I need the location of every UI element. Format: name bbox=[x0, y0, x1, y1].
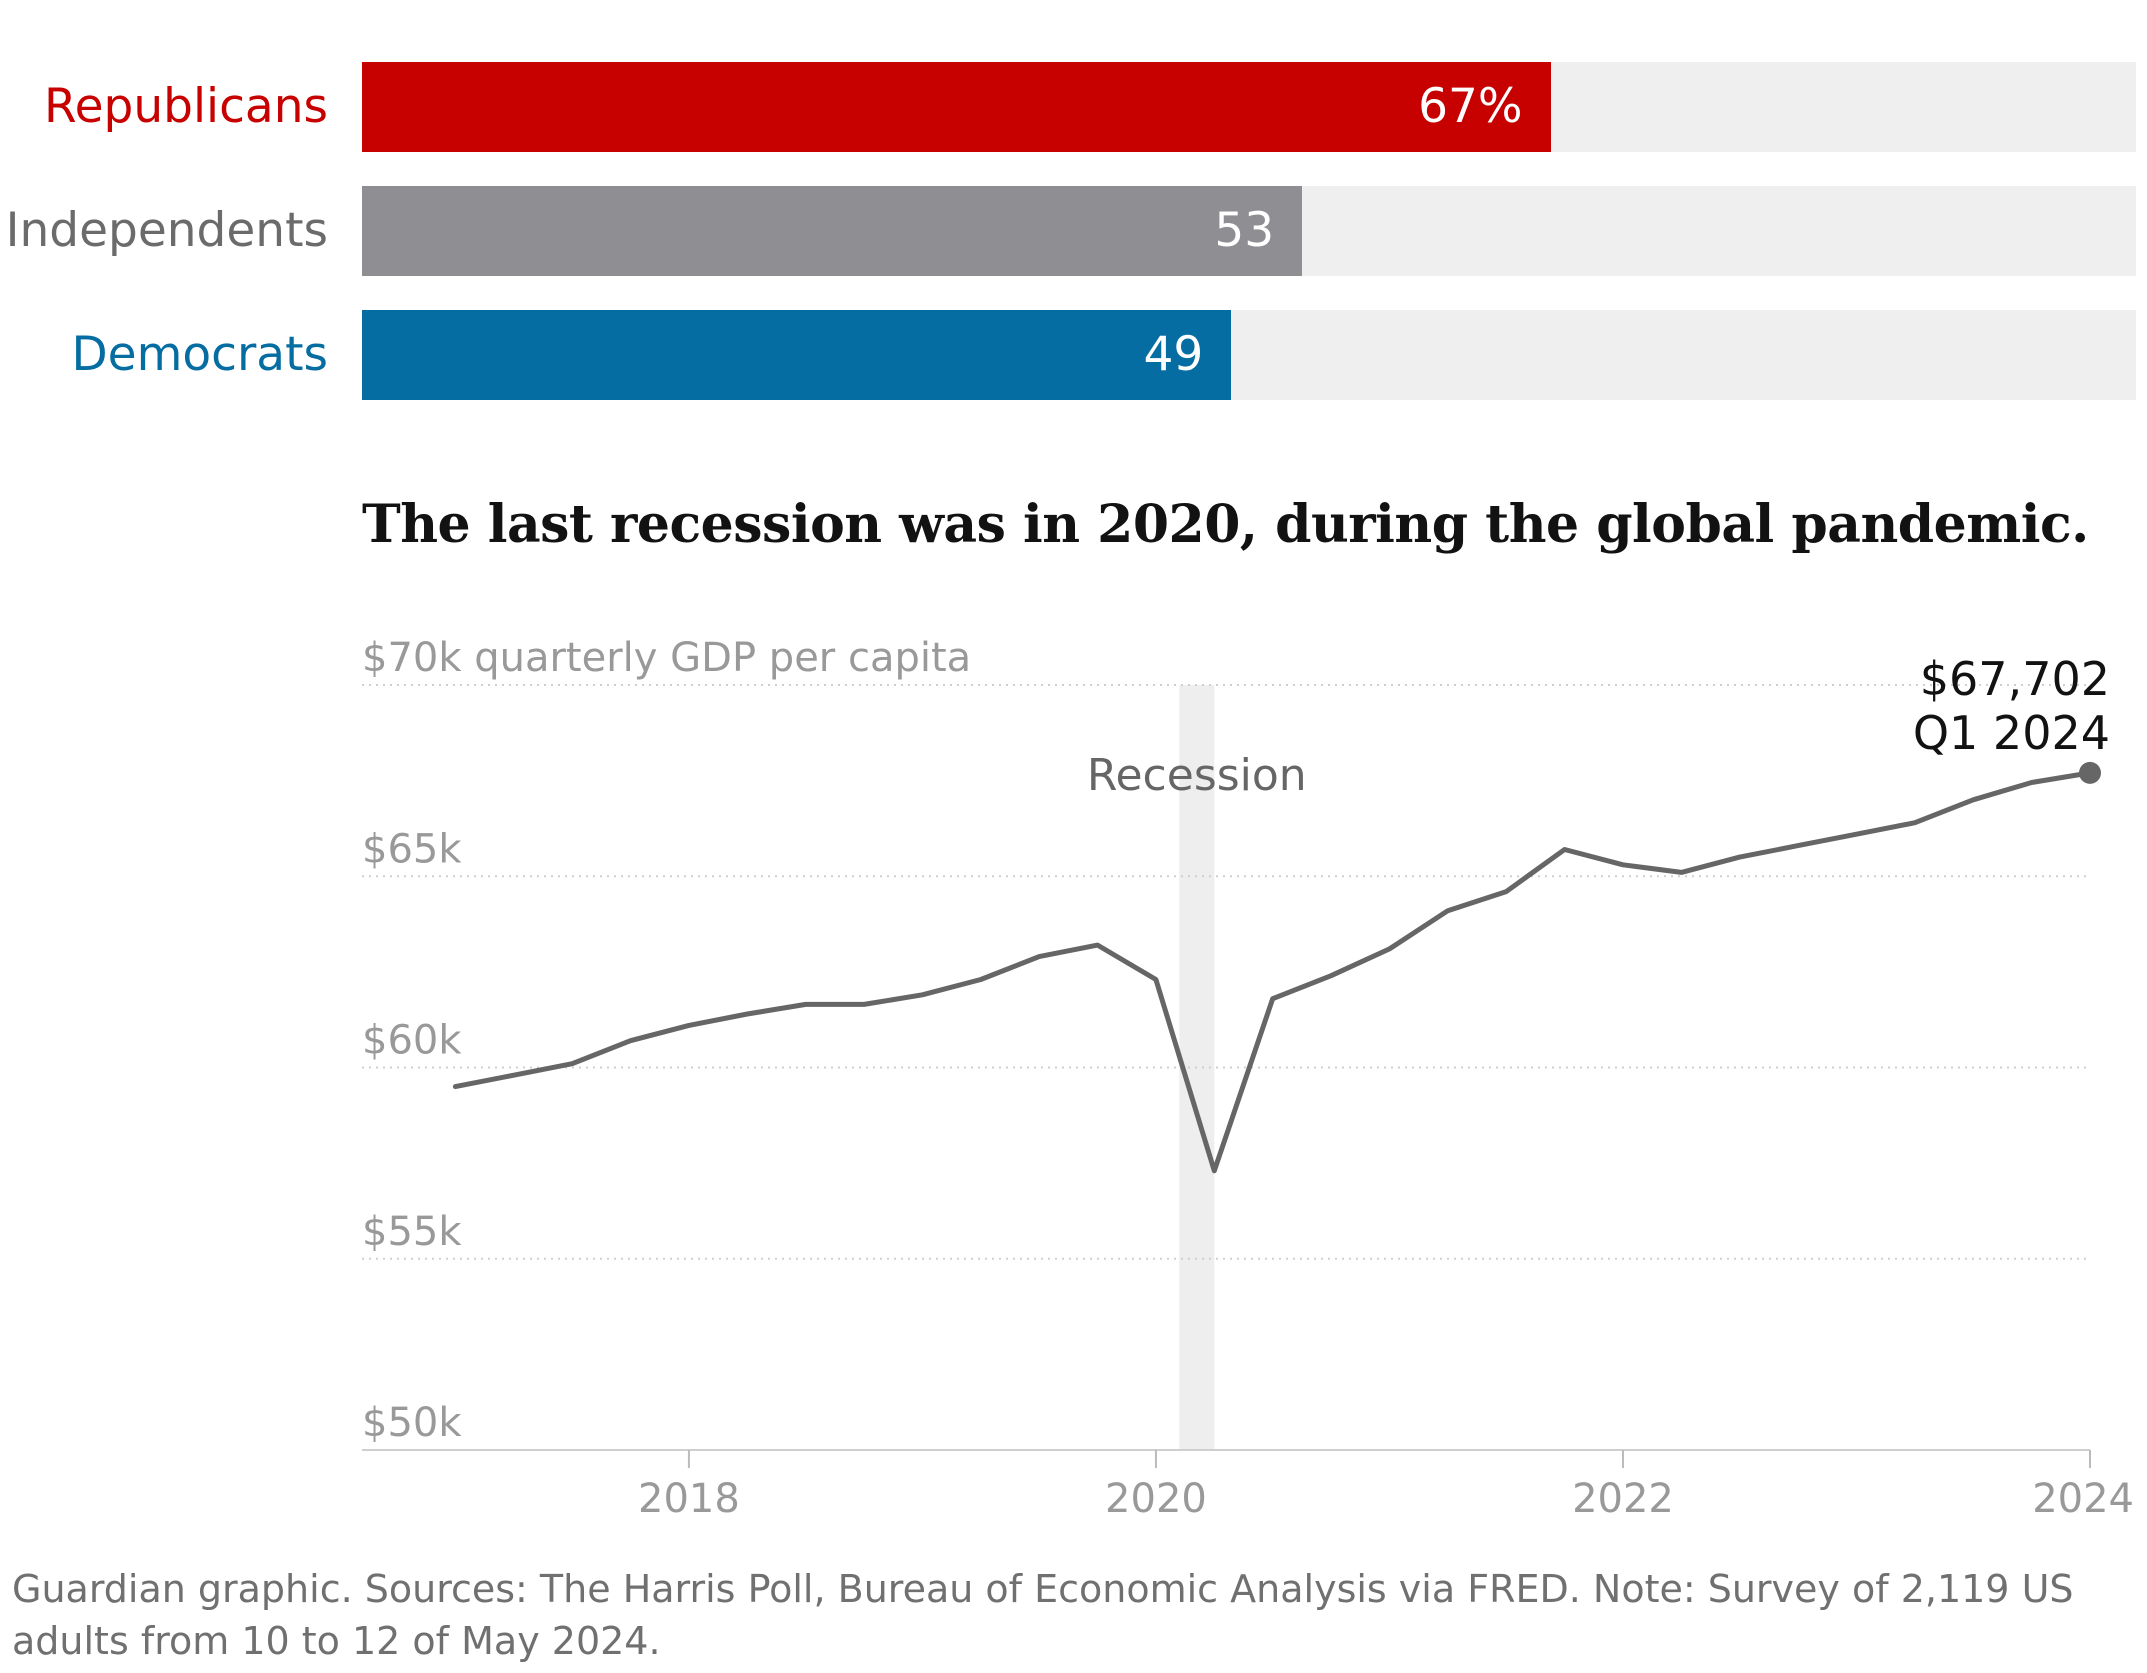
bar-track-independents: 53 bbox=[362, 186, 2136, 276]
bar-republicans: 67% bbox=[362, 62, 1551, 152]
y-tick-label: $70k quarterly GDP per capita bbox=[362, 635, 971, 681]
bar-label-independents: Independents bbox=[5, 203, 328, 258]
bar-track-republicans: 67% bbox=[362, 62, 2136, 152]
chart-title: The last recession was in 2020, during t… bbox=[362, 494, 2089, 555]
bar-value-democrats: 49 bbox=[1143, 327, 1204, 382]
bar-value-independents: 53 bbox=[1214, 203, 1275, 258]
x-tick-label: 2024 bbox=[2032, 1476, 2134, 1522]
end-point-marker bbox=[2079, 761, 2101, 784]
x-tick-label: 2022 bbox=[1572, 1476, 1674, 1522]
bar-track-democrats: 49 bbox=[362, 310, 2136, 400]
end-value-label: $67,702 bbox=[1920, 652, 2110, 706]
y-tick-label: $50k bbox=[362, 1400, 462, 1446]
bar-value-republicans: 67% bbox=[1418, 79, 1523, 134]
bar-independents: 53 bbox=[362, 186, 1303, 276]
x-tick-label: 2018 bbox=[638, 1476, 740, 1522]
line-chart: $50k $55k $60k $65k $70k quarterly GDP per c… bbox=[362, 635, 2134, 1522]
bar-democrats: 49 bbox=[362, 310, 1232, 400]
y-tick-label: $55k bbox=[362, 1209, 462, 1255]
gdp-line bbox=[452, 770, 2093, 1174]
footnote: Guardian graphic. Sources: The Harris Po… bbox=[12, 1567, 2074, 1663]
bar-label-democrats: Democrats bbox=[71, 327, 328, 382]
y-tick-label: $60k bbox=[362, 1018, 462, 1064]
end-period-label: Q1 2024 bbox=[1913, 706, 2110, 760]
x-tick-label: 2020 bbox=[1105, 1476, 1207, 1522]
y-tick-label: $65k bbox=[362, 826, 462, 872]
bar-label-republicans: Republicans bbox=[44, 79, 328, 134]
recession-label: Recession bbox=[1087, 750, 1307, 801]
